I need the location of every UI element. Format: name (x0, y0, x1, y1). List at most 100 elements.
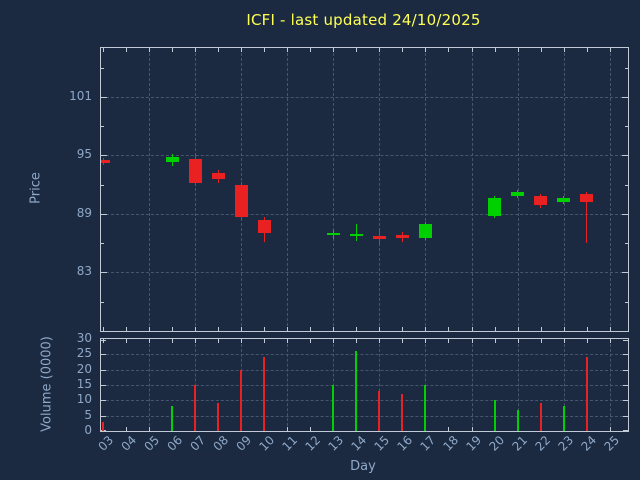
volume-axis-tick (101, 340, 106, 341)
x-tick-label: 06 (164, 433, 186, 454)
volume-gridline (101, 354, 628, 356)
price-axis-tick (625, 301, 628, 303)
x-tick-label: 12 (302, 433, 324, 454)
x-axis-tick (149, 48, 151, 52)
price-tick-label: 95 (76, 147, 92, 162)
volume-axis-tick (101, 354, 106, 356)
volume-axis-tick (623, 354, 628, 356)
volume-bar (102, 421, 105, 431)
candle-body (349, 234, 363, 237)
x-axis-tick (540, 339, 542, 343)
vertical-gridline (563, 48, 565, 331)
price-axis-tick (625, 243, 628, 245)
x-tick-label: 17 (417, 433, 439, 454)
vertical-gridline (149, 48, 151, 331)
x-tick-label: 08 (210, 433, 232, 454)
vertical-gridline (517, 48, 519, 331)
x-tick-label: 09 (233, 433, 255, 454)
volume-tick-label: 25 (76, 346, 92, 361)
vertical-gridline (563, 339, 565, 431)
x-axis-tick (471, 427, 473, 431)
x-axis-tick (494, 327, 496, 331)
volume-gridline (101, 400, 628, 402)
x-tick-label: 19 (463, 433, 485, 454)
volume-bar (516, 409, 519, 431)
volume-tick-label: 0 (84, 423, 92, 437)
price-axis-tick (101, 184, 104, 186)
price-gridline (101, 155, 628, 157)
vertical-gridline (195, 48, 197, 331)
volume-tick-label: 10 (76, 392, 92, 407)
chart-title: ICFI - last updated 24/10/2025 (246, 11, 481, 29)
x-axis-tick (402, 327, 404, 331)
x-axis-tick (471, 339, 473, 343)
x-axis-tick (494, 48, 496, 52)
x-tick-label: 25 (601, 433, 623, 454)
price-axis-tick (101, 96, 107, 98)
vertical-gridline (149, 339, 151, 431)
x-axis-tick (540, 327, 542, 331)
x-axis-tick (241, 339, 243, 343)
x-tick-label: 04 (118, 433, 140, 454)
volume-axis-tick (623, 385, 628, 386)
candle-wick (586, 192, 588, 244)
x-axis-tick (287, 427, 289, 431)
candle-body (488, 198, 502, 216)
vertical-gridline (287, 339, 289, 431)
x-tick-label: 15 (371, 433, 393, 454)
price-tick-label: 89 (76, 205, 92, 220)
volume-bar (401, 394, 404, 431)
x-axis-tick (264, 48, 266, 52)
x-axis-tick (471, 48, 473, 52)
vertical-gridline (471, 48, 473, 331)
x-axis-tick (310, 427, 312, 431)
x-tick-label: 23 (555, 433, 577, 454)
price-axis-label: Price (28, 172, 44, 204)
x-axis-tick (126, 327, 128, 331)
x-axis-tick (494, 339, 496, 343)
price-axis-tick (622, 96, 628, 98)
volume-bar (355, 351, 358, 431)
x-axis-tick (172, 48, 174, 52)
vertical-gridline (379, 339, 381, 431)
volume-axis-tick (101, 369, 106, 371)
x-axis-tick (149, 327, 151, 331)
x-axis-tick (540, 48, 542, 52)
x-axis-tick (333, 327, 335, 331)
x-axis-tick (425, 48, 427, 52)
candle-body (534, 196, 548, 206)
x-tick-label: 21 (509, 433, 531, 454)
volume-tick-label: 15 (76, 377, 92, 391)
volume-bar (263, 357, 266, 431)
x-axis-tick (126, 339, 128, 343)
candle-body (326, 233, 340, 236)
x-tick-label: 10 (256, 433, 278, 454)
volume-axis-label: Volume (0000) (39, 336, 55, 432)
volume-bar (171, 406, 174, 431)
volume-gridline (101, 369, 628, 371)
x-axis-tick (609, 427, 611, 431)
candle-body (372, 236, 386, 240)
candle-body (188, 159, 202, 183)
candle-body (580, 194, 594, 203)
vertical-gridline (609, 48, 611, 331)
volume-bar (562, 406, 565, 431)
price-axis-tick (101, 126, 104, 128)
candle-wick (355, 223, 357, 242)
volume-gridline (101, 385, 628, 386)
x-axis-tick (517, 48, 519, 52)
vertical-gridline (287, 48, 289, 331)
x-axis-tick (149, 339, 151, 343)
x-axis-tick (126, 427, 128, 431)
candle-body (211, 172, 225, 179)
price-axis-tick (101, 213, 107, 215)
x-axis-tick (218, 339, 220, 343)
candle-body (418, 223, 432, 239)
x-axis-tick (402, 339, 404, 343)
x-axis-tick (310, 327, 312, 331)
x-axis-tick (609, 327, 611, 331)
x-axis-tick (195, 327, 197, 331)
x-axis-tick (333, 48, 335, 52)
price-axis-tick (625, 67, 628, 69)
